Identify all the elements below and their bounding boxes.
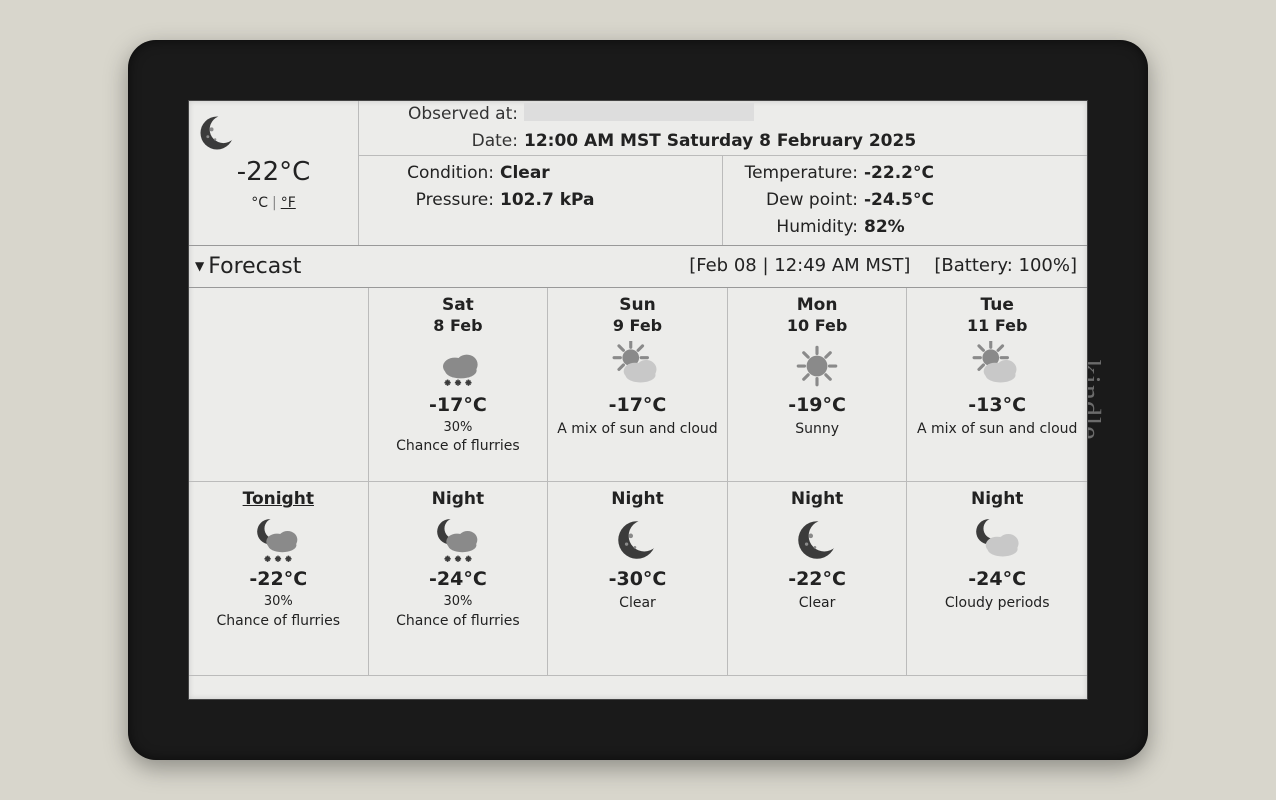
forecast-night-cell: Night -22°C Clear [728, 482, 908, 676]
forecast-night-label: Night [432, 488, 484, 511]
forecast-night-label: Night [611, 488, 663, 511]
date-value: 12:00 AM MST Saturday 8 February 2025 [524, 130, 1073, 153]
forecast-dayname: Sat [442, 294, 474, 317]
forecast-pop: 30% [443, 419, 472, 437]
mix-sun-cloud-icon [612, 341, 662, 391]
forecast-pop: 30% [443, 593, 472, 611]
forecast-condition: Chance of flurries [217, 613, 341, 629]
forecast-temp: -24°C [968, 567, 1026, 593]
forecast-daydate: 8 Feb [433, 315, 482, 337]
forecast-title[interactable]: ▼ Forecast [195, 252, 301, 282]
moon-icon [792, 515, 842, 565]
forecast-day-cell: Sun 9 Feb -17°C A mix of sun and cloud [548, 288, 728, 482]
moon-icon [612, 515, 662, 565]
details-right-column: Temperature: -22.2°C Dew point: -24.5°C Hu… [723, 156, 1087, 245]
observed-at-label: Observed at: [373, 103, 518, 126]
humidity-value: 82% [864, 216, 1073, 239]
current-summary: -22°C °C|°F [189, 101, 359, 245]
flurries-night-icon [253, 515, 303, 565]
forecast-pop: 30% [264, 593, 293, 611]
flurries-day-icon [433, 341, 483, 391]
pressure-value: 102.7 kPa [500, 189, 708, 212]
forecast-daydate: 10 Feb [787, 315, 847, 337]
forecast-day-cell: Tue 11 Feb -13°C A mix of sun and cloud [907, 288, 1087, 482]
collapse-triangle-icon: ▼ [195, 258, 204, 274]
battery-status: [Battery: 100%] [934, 254, 1077, 278]
forecast-condition: Cloudy periods [945, 595, 1050, 611]
forecast-header: ▼ Forecast [Feb 08 | 12:49 AM MST] [Batt… [189, 246, 1087, 289]
forecast-temp: -17°C [429, 393, 487, 419]
cloudy-night-icon [972, 515, 1022, 565]
device-bezel: kindle -22°C °C|°F Observed at: [128, 40, 1148, 760]
forecast-temp: -30°C [609, 567, 667, 593]
temperature-value: -22.2°C [864, 162, 1073, 185]
forecast-night-cell: Night -24°C Cloudy periods [907, 482, 1087, 676]
unit-toggle: °C|°F [195, 194, 352, 213]
forecast-timestamp: [Feb 08 | 12:49 AM MST] [689, 254, 910, 278]
condition-value: Clear [500, 162, 708, 185]
unit-fahrenheit[interactable]: °F [281, 195, 296, 211]
humidity-label: Humidity: [733, 216, 858, 239]
eink-screen: -22°C °C|°F Observed at: Date: 12:00 AM … [188, 100, 1088, 700]
forecast-night-cell: Tonight -22°C 30% Chance of flurries [189, 482, 369, 676]
forecast-condition: Sunny [795, 421, 839, 437]
forecast-night-label: Night [791, 488, 843, 511]
forecast-daydate: 11 Feb [967, 315, 1027, 337]
condition-label: Condition: [369, 162, 494, 185]
current-temperature: -22°C [195, 155, 352, 190]
forecast-temp: -24°C [429, 567, 487, 593]
forecast-temp: -17°C [609, 393, 667, 419]
forecast-temp: -22°C [788, 567, 846, 593]
mix-sun-cloud-icon [972, 341, 1022, 391]
forecast-condition: Clear [619, 595, 656, 611]
forecast-condition: A mix of sun and cloud [557, 421, 717, 437]
forecast-day-blank [189, 288, 369, 482]
forecast-day-cell: Sat 8 Feb -17°C 30% Chance of flurries [369, 288, 549, 482]
details-left-column: Condition: Clear Pressure: 102.7 kPa [359, 156, 723, 245]
pressure-label: Pressure: [369, 189, 494, 212]
forecast-condition: Chance of flurries [396, 613, 520, 629]
flurries-night-icon [433, 515, 483, 565]
forecast-night-cell: Night -30°C Clear [548, 482, 728, 676]
temperature-label: Temperature: [733, 162, 858, 185]
observed-at-value [524, 103, 754, 121]
forecast-dayname: Sun [619, 294, 655, 317]
forecast-temp: -13°C [968, 393, 1026, 419]
date-row: Date: 12:00 AM MST Saturday 8 February 2… [359, 128, 1087, 155]
observed-at-row: Observed at: [359, 101, 1087, 128]
forecast-condition: A mix of sun and cloud [917, 421, 1077, 437]
current-condition-icon [195, 111, 352, 155]
dewpoint-value: -24.5°C [864, 189, 1073, 212]
forecast-night-label: Tonight [243, 488, 314, 511]
forecast-condition: Chance of flurries [396, 438, 520, 454]
sunny-icon [792, 341, 842, 391]
current-details: Observed at: Date: 12:00 AM MST Saturday… [359, 101, 1087, 245]
forecast-day-cell: Mon 10 Feb -19°C Sunny [728, 288, 908, 482]
unit-celsius[interactable]: °C [251, 195, 268, 211]
forecast-condition: Clear [799, 595, 836, 611]
forecast-dayname: Mon [797, 294, 838, 317]
dewpoint-label: Dew point: [733, 189, 858, 212]
forecast-night-cell: Night -24°C 30% Chance of flurries [369, 482, 549, 676]
forecast-daydate: 9 Feb [613, 315, 662, 337]
forecast-grid: Sat 8 Feb -17°C 30% Chance of flurries S… [189, 288, 1087, 676]
forecast-dayname: Tue [981, 294, 1014, 317]
forecast-temp: -22°C [249, 567, 307, 593]
date-label: Date: [373, 130, 518, 153]
forecast-temp: -19°C [788, 393, 846, 419]
forecast-night-label: Night [971, 488, 1023, 511]
current-conditions-panel: -22°C °C|°F Observed at: Date: 12:00 AM … [189, 101, 1087, 246]
